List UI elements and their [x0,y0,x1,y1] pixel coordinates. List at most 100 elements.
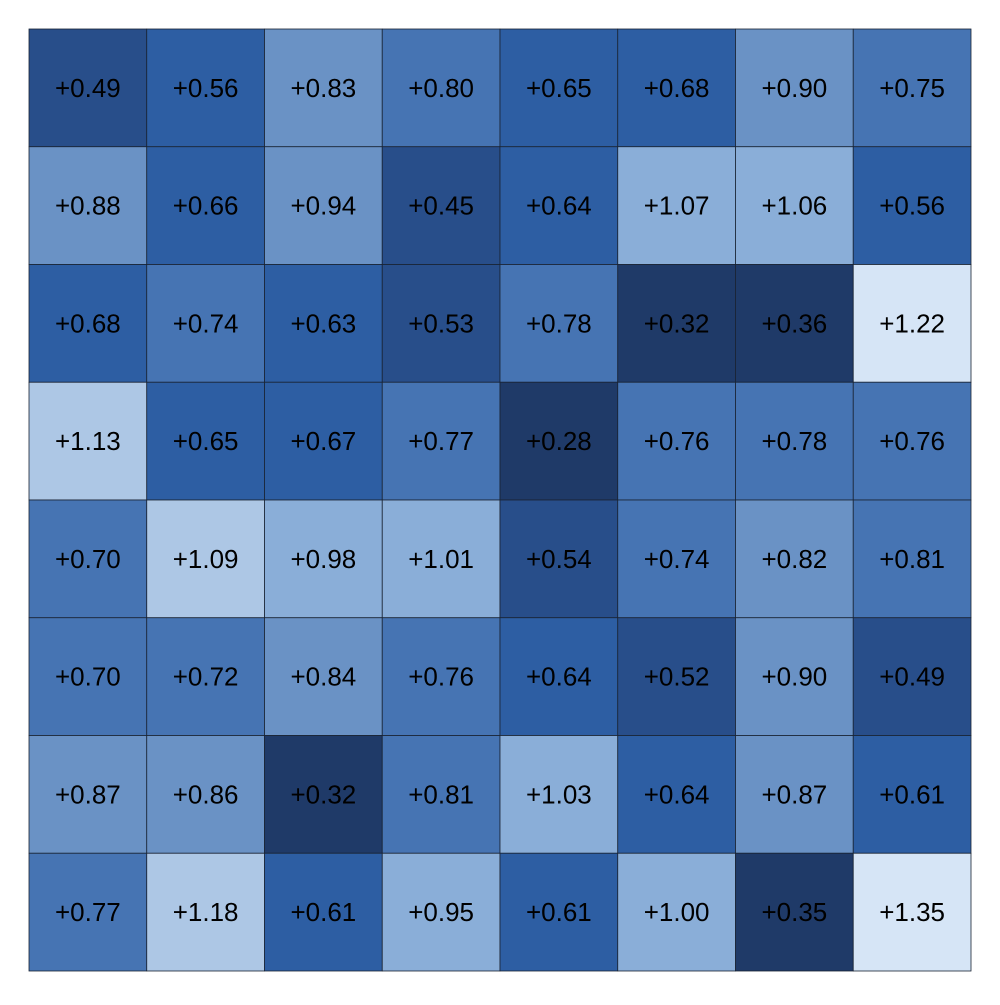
heatmap-cell [852,146,972,265]
cell-label: +0.52 [644,662,710,692]
heatmap-cell [499,381,619,501]
cell-label: +1.00 [644,897,710,927]
heatmap-cell [735,264,854,383]
heatmap-cell [264,264,383,383]
cell-label: +0.76 [408,662,474,692]
heatmap-cell [852,264,972,383]
heatmap-cell [735,146,854,265]
cell-label: +0.81 [879,544,945,574]
heatmap-cell [146,852,265,972]
heatmap-cell [499,264,619,383]
cell-label: +0.94 [290,191,356,221]
cell-label: +0.64 [526,191,592,221]
heatmap-cell [735,735,854,854]
heatmap-cell [499,28,619,148]
cell-label: +0.66 [173,191,239,221]
heatmap-cell [264,735,383,854]
cell-label: +0.32 [644,308,710,338]
cell-label: +0.64 [644,779,710,809]
heatmap-cell [28,28,148,148]
cell-label: +0.80 [408,73,474,103]
cell-label: +1.01 [408,544,474,574]
cell-label: +0.68 [644,73,710,103]
heatmap-cell [617,146,736,265]
cell-label: +0.49 [55,73,121,103]
heatmap-cell [735,28,854,148]
cell-label: +0.28 [526,426,592,456]
heatmap-cell [146,617,265,736]
heatmap-cell [499,852,619,972]
cell-label: +1.18 [173,897,239,927]
cell-label: +0.77 [55,897,121,927]
heatmap-cell [381,28,501,148]
heatmap-cell [617,264,736,383]
heatmap-cell [852,499,972,619]
cell-label: +0.61 [879,779,945,809]
heatmap-cell [381,146,501,265]
heatmap-cell [499,617,619,736]
cell-label: +0.61 [526,897,592,927]
cell-label: +0.65 [173,426,239,456]
cell-label: +0.45 [408,191,474,221]
heatmap-cell [28,735,148,854]
heatmap-cell [28,264,148,383]
heatmap-cell [264,381,383,501]
heatmap-cell [735,852,854,972]
heatmap-cell [146,735,265,854]
heatmap-cell [28,852,148,972]
cell-label: +0.76 [644,426,710,456]
heatmap-cell [617,499,736,619]
cell-label: +0.78 [761,426,827,456]
cell-label: +0.81 [408,779,474,809]
heatmap-cell [617,617,736,736]
heatmap-cell [617,852,736,972]
cell-label: +0.82 [761,544,827,574]
cell-label: +0.63 [290,308,356,338]
cell-label: +0.65 [526,73,592,103]
heatmap-cell [146,499,265,619]
cell-label: +0.70 [55,544,121,574]
cell-label: +0.76 [879,426,945,456]
heatmap-cell [146,28,265,148]
cell-label: +0.35 [761,897,827,927]
cell-label: +0.67 [290,426,356,456]
heatmap-cell [381,381,501,501]
cell-label: +0.36 [761,308,827,338]
cell-label: +0.88 [55,191,121,221]
heatmap-cell [264,617,383,736]
cell-label: +0.32 [290,779,356,809]
cell-label: +0.86 [173,779,239,809]
heatmap-cell [381,852,501,972]
cell-label: +0.78 [526,308,592,338]
heatmap-cell [852,617,972,736]
heatmap-cell [381,264,501,383]
cell-label: +1.09 [173,544,239,574]
cell-label: +0.90 [761,662,827,692]
cell-label: +0.87 [55,779,121,809]
heatmap-cell [264,499,383,619]
cell-label: +1.06 [761,191,827,221]
cell-label: +0.53 [408,308,474,338]
heatmap-cell [146,264,265,383]
cell-label: +0.84 [290,662,356,692]
cell-label: +0.95 [408,897,474,927]
cell-label: +0.68 [55,308,121,338]
cell-label: +0.74 [173,308,239,338]
cell-label: +0.83 [290,73,356,103]
heatmap-cell [852,735,972,854]
heatmap-cell [28,381,148,501]
cell-label: +0.61 [290,897,356,927]
heatmap-cell [617,28,736,148]
heatmap-cell [735,381,854,501]
heatmap-cell [146,146,265,265]
cell-label: +0.56 [173,73,239,103]
heatmap-cell [617,735,736,854]
cell-label: +1.03 [526,779,592,809]
cell-label: +0.54 [526,544,592,574]
cell-label: +0.49 [879,662,945,692]
cell-label: +0.74 [644,544,710,574]
cell-label: +0.70 [55,662,121,692]
cell-label: +0.98 [290,544,356,574]
cell-label: +1.07 [644,191,710,221]
